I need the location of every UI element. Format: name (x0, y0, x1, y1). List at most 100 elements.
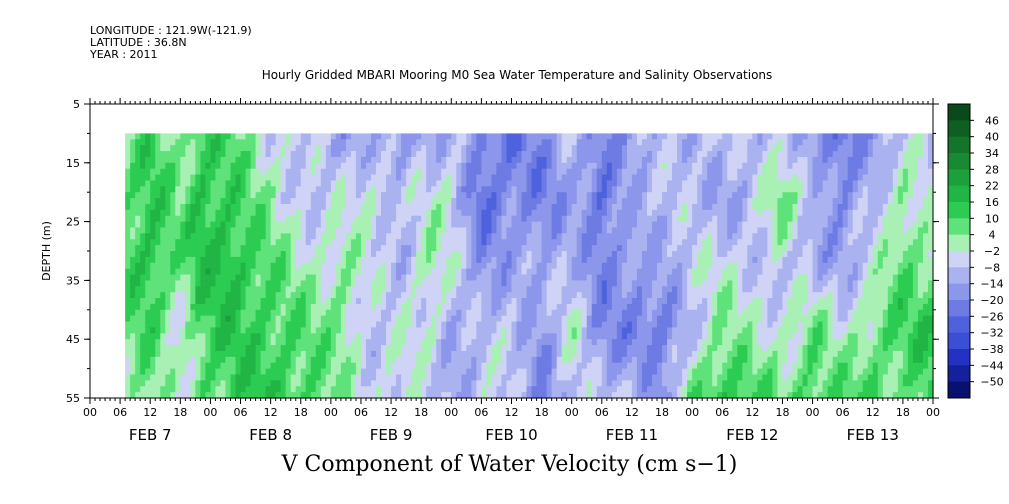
heatmap-cell (421, 251, 427, 258)
heatmap-cell (185, 198, 191, 205)
heatmap-cell (225, 368, 232, 376)
heatmap-cell (591, 215, 598, 223)
heatmap-cell (335, 303, 342, 311)
heatmap-cell (381, 245, 387, 252)
heatmap-cell (125, 174, 131, 182)
heatmap-cell (421, 315, 427, 323)
heatmap-cell (200, 362, 207, 370)
heatmap-cell (391, 227, 397, 234)
heatmap-cell (195, 145, 201, 152)
heatmap-cell (501, 356, 508, 364)
heatmap-cell (135, 292, 141, 299)
heatmap-cell (295, 215, 302, 223)
heatmap-cell (355, 292, 362, 299)
heatmap-cell (170, 180, 176, 187)
heatmap-cell (551, 368, 558, 376)
heatmap-cell (250, 345, 257, 352)
heatmap-cell (376, 327, 382, 334)
heatmap-cell (621, 233, 628, 240)
heatmap-cell (381, 180, 387, 187)
heatmap-cell (586, 268, 593, 276)
heatmap-cell (626, 386, 633, 393)
heatmap-cell (386, 168, 392, 176)
heatmap-cell (667, 392, 673, 399)
heatmap-cell (421, 298, 427, 305)
heatmap-cell (200, 221, 207, 229)
heatmap-cell (657, 298, 663, 305)
heatmap-cell (185, 303, 191, 311)
heatmap-cell (315, 186, 322, 193)
heatmap-cell (501, 268, 508, 276)
heatmap-cell (310, 180, 317, 187)
heatmap-cell (305, 298, 312, 305)
heatmap-cell (657, 392, 663, 399)
heatmap-cell (441, 139, 447, 146)
heatmap-cell (320, 262, 327, 270)
heatmap-cell (190, 339, 196, 346)
heatmap-cell (386, 239, 392, 246)
heatmap-cell (616, 203, 623, 211)
heatmap-cell (486, 292, 493, 299)
heatmap-cell (345, 186, 352, 193)
heatmap-cell (235, 345, 242, 352)
heatmap-cell (401, 180, 407, 187)
heatmap-cell (406, 262, 412, 270)
heatmap-cell (150, 356, 156, 364)
heatmap-cell (396, 162, 402, 170)
heatmap-cell (255, 280, 262, 287)
heatmap-cell (215, 233, 222, 240)
heatmap-cell (205, 327, 212, 334)
heatmap-cell (646, 156, 653, 164)
heatmap-cell (667, 133, 673, 140)
heatmap-cell (556, 221, 563, 229)
heatmap-cell (270, 280, 277, 287)
heatmap-cell (667, 386, 673, 393)
heatmap-cell (511, 145, 518, 152)
heatmap-cell (376, 286, 382, 293)
heatmap-cell (416, 362, 422, 370)
heatmap-cell (616, 368, 623, 376)
heatmap-cell (451, 321, 457, 329)
heatmap-cell (381, 374, 387, 381)
heatmap-cell (135, 356, 141, 364)
heatmap-cell (411, 256, 417, 264)
heatmap-cell (305, 186, 312, 193)
heatmap-cell (376, 203, 382, 211)
heatmap-cell (556, 309, 563, 317)
heatmap-cell (641, 268, 648, 276)
heatmap-cell (616, 156, 623, 164)
heatmap-cell (135, 156, 141, 164)
heatmap-cell (536, 286, 543, 293)
heatmap-cell (305, 292, 312, 299)
heatmap-cell (401, 356, 407, 364)
heatmap-cell (421, 345, 427, 352)
heatmap-cell (310, 303, 317, 311)
heatmap-cell (441, 286, 447, 293)
heatmap-cell (285, 233, 292, 240)
heatmap-cell (616, 280, 623, 287)
heatmap-cell (360, 298, 367, 305)
heatmap-cell (185, 174, 191, 182)
heatmap-cell (396, 274, 402, 281)
heatmap-cell (501, 280, 508, 287)
heatmap-cell (486, 198, 493, 205)
heatmap-cell (611, 192, 618, 199)
heatmap-cell (571, 303, 578, 311)
heatmap-cell (335, 251, 342, 258)
heatmap-cell (145, 192, 151, 199)
heatmap-cell (285, 156, 292, 164)
heatmap-cell (386, 256, 392, 264)
heatmap-cell (250, 309, 257, 317)
heatmap-cell (195, 168, 201, 176)
heatmap-cell (290, 309, 297, 317)
heatmap-cell (586, 386, 593, 393)
heatmap-cell (215, 374, 222, 381)
heatmap-cell (205, 145, 212, 152)
heatmap-cell (180, 251, 186, 258)
heatmap-cell (401, 251, 407, 258)
heatmap-cell (596, 309, 603, 317)
heatmap-cell (521, 292, 528, 299)
heatmap-cell (360, 292, 367, 299)
heatmap-cell (541, 168, 548, 176)
